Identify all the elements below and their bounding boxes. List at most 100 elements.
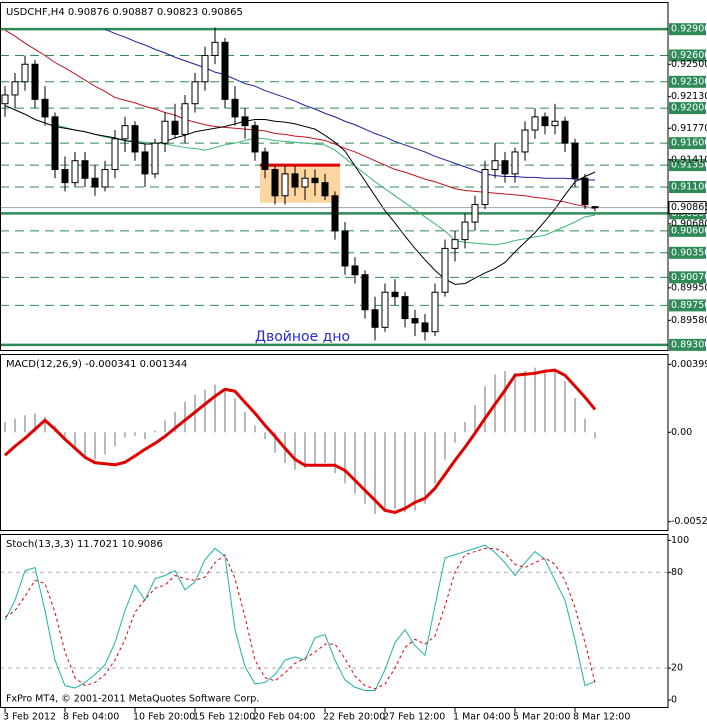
level-label: 0.92600	[671, 50, 707, 61]
panel-plot	[0, 544, 668, 691]
candle-body	[131, 125, 139, 153]
y-tick-label: 0.92130	[671, 91, 707, 102]
candle-body	[11, 81, 19, 96]
candle-body	[301, 177, 309, 188]
candle-body	[171, 120, 179, 135]
candle-body	[81, 160, 89, 179]
x-tick-label: 20 Feb 04:00	[253, 712, 315, 723]
candle-body	[331, 195, 339, 232]
level-label-box	[669, 23, 706, 36]
y-tick-label: 0	[671, 695, 677, 706]
x-tick-label: 8 Feb 04:00	[63, 712, 119, 723]
candle-body	[501, 160, 509, 175]
current-price-box	[668, 201, 707, 215]
current-price-label: 0.90865	[671, 202, 707, 213]
candle-body	[231, 98, 239, 118]
moving-average	[54, 124, 596, 246]
moving-average	[104, 28, 595, 181]
y-tick-label: -0.00525	[671, 516, 707, 527]
level-label-box	[669, 338, 706, 351]
level-label: 0.92900	[671, 24, 707, 35]
x-tick-label: 5 Mar 20:00	[513, 712, 570, 723]
candle-body	[181, 103, 189, 135]
y-tick-label: 80	[671, 567, 683, 578]
level-label-box	[669, 159, 706, 172]
y-tick-label: 0.00399	[671, 359, 707, 370]
panel-title: Stoch(13,3,3) 11.7021 10.9086	[6, 539, 163, 550]
level-label-box	[669, 49, 706, 62]
candle-body	[401, 296, 409, 320]
candle-body	[221, 41, 229, 100]
candle-body	[251, 125, 259, 153]
level-label: 0.89750	[671, 300, 707, 311]
x-tick-label: 1 Mar 04:00	[453, 712, 510, 723]
candle-body	[431, 291, 439, 333]
candle-body	[31, 63, 39, 100]
candle-body	[61, 168, 69, 184]
panel-title: USDCHF,H4 0.90876 0.90887 0.90823 0.9086…	[6, 7, 243, 18]
level-label: 0.91100	[671, 182, 707, 193]
candle-body	[161, 120, 169, 144]
x-tick-label: 15 Feb 12:00	[193, 712, 255, 723]
candle-body	[311, 177, 319, 184]
candle-body	[41, 98, 49, 118]
candle-body	[271, 168, 279, 197]
candle-body	[391, 291, 399, 298]
level-label: 0.92300	[671, 76, 707, 87]
candle-body	[581, 177, 589, 206]
candle-body	[111, 138, 119, 170]
oscillator-line	[4, 544, 596, 691]
candle-body	[341, 230, 349, 267]
candle-body	[481, 168, 489, 206]
panel-frame	[0, 534, 669, 708]
x-tick-label: 22 Feb 20:00	[323, 712, 385, 723]
x-tick-label: 3 Feb 2012	[3, 712, 56, 723]
candle-body	[321, 182, 329, 197]
level-label-box	[669, 75, 706, 88]
y-tick-label: 0.91770	[671, 123, 707, 134]
y-tick-label: 0.89950	[671, 282, 707, 293]
candle-body	[451, 239, 459, 249]
candle-body	[471, 204, 479, 223]
candle-body	[261, 151, 269, 170]
candle-body	[151, 142, 159, 175]
candle-body	[561, 120, 569, 144]
candle-body	[541, 116, 549, 127]
candle-body	[521, 129, 529, 153]
oscillator-line	[4, 547, 596, 690]
panel-frame	[0, 354, 669, 531]
level-label-box	[669, 224, 706, 237]
footer: FxPro MT4, © 2001-2011 MetaQuotes Softwa…	[6, 694, 259, 705]
panel-plot	[3, 367, 597, 514]
panel-plot	[0, 27, 668, 347]
panel-title: MACD(12,26,9) -0.000341 0.001344	[6, 359, 187, 370]
candle-body	[361, 274, 369, 311]
level-label-box	[669, 246, 706, 259]
candle-body	[1, 94, 9, 105]
candle-body	[71, 160, 79, 184]
candle-body	[441, 247, 449, 293]
candle-body	[121, 125, 129, 140]
candle-body	[491, 160, 499, 170]
x-tick-label: 27 Feb 12:00	[383, 712, 445, 723]
level-label-box	[669, 137, 706, 150]
candle-body	[281, 173, 289, 197]
level-label: 0.91600	[671, 138, 707, 149]
moving-average	[4, 105, 596, 285]
candle-body	[461, 221, 469, 241]
x-tick-label: 8 Mar 12:00	[573, 712, 630, 723]
level-label: 0.92000	[671, 103, 707, 114]
candle-body	[191, 81, 199, 105]
level-label: 0.91350	[671, 160, 707, 171]
level-label: 0.90600	[671, 225, 707, 236]
y-tick-label: 0.00	[671, 427, 692, 438]
candle-body	[411, 318, 419, 324]
x-tick-label: 10 Feb 20:00	[133, 712, 195, 723]
candle-body	[91, 177, 99, 188]
y-tick-label: 100	[671, 535, 689, 546]
candle-body	[291, 173, 299, 188]
candle-body	[571, 142, 579, 179]
level-label-box	[669, 299, 706, 312]
moving-average	[4, 29, 596, 210]
level-label: 0.89300	[671, 339, 707, 350]
